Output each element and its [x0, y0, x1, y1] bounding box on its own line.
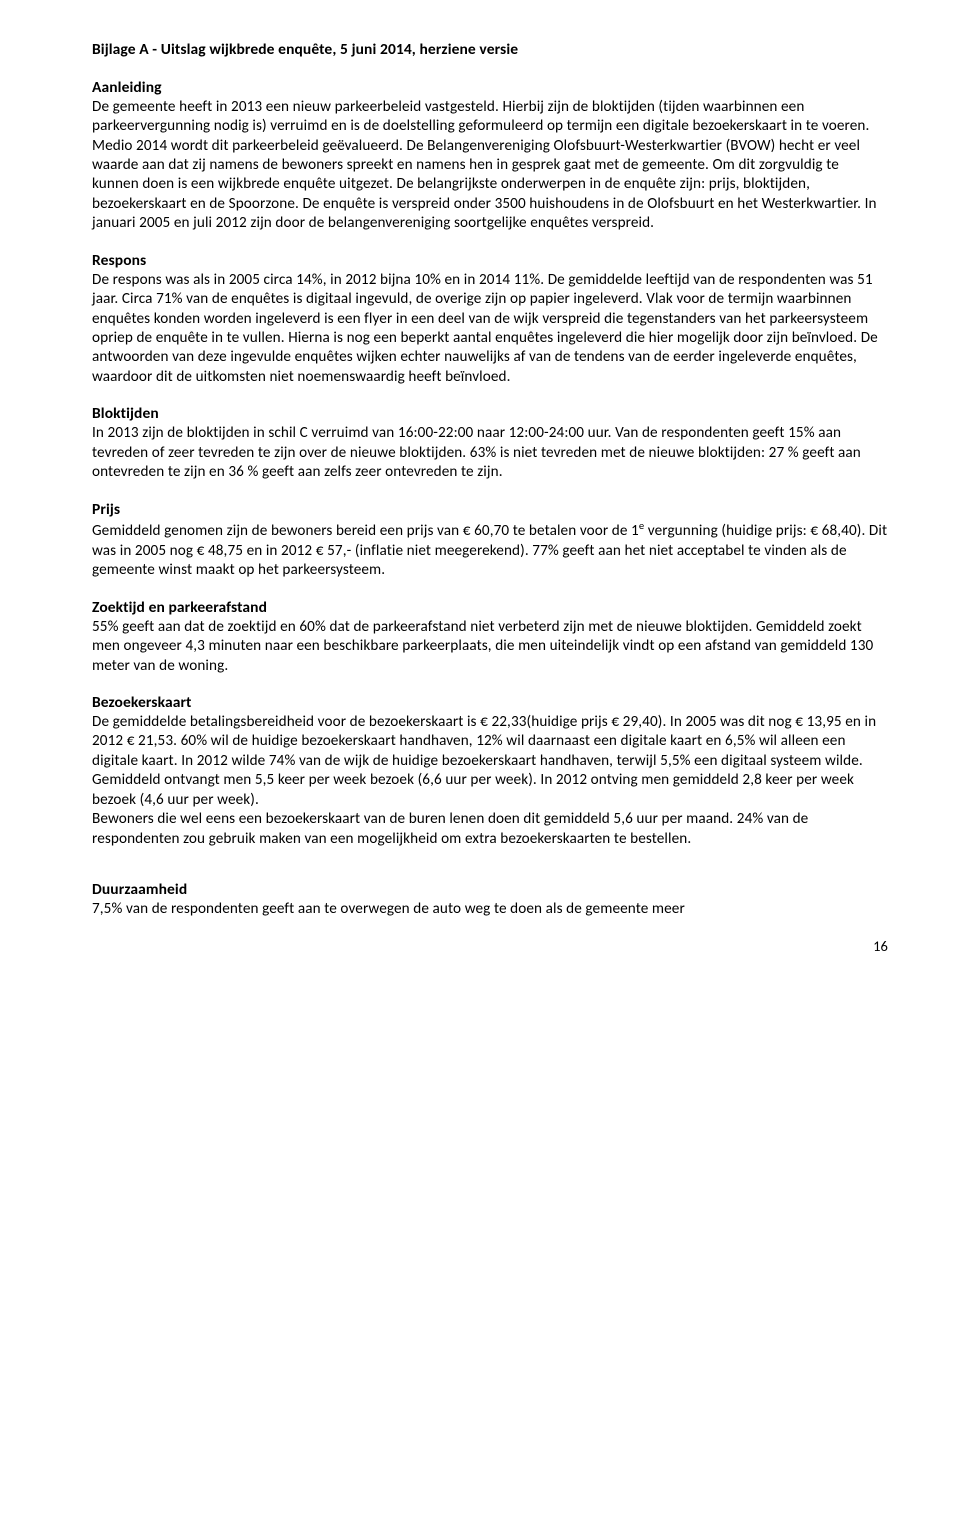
section-bezoekerskaart: Bezoekerskaart De gemiddelde betalingsbe… — [92, 693, 888, 849]
section-heading: Bezoekerskaart — [92, 693, 888, 713]
section-heading: Duurzaamheid — [92, 880, 888, 900]
section-duurzaamheid: Duurzaamheid 7,5% van de respondenten ge… — [92, 880, 888, 919]
section-heading: Bloktijden — [92, 404, 888, 424]
section-respons: Respons De respons was als in 2005 circa… — [92, 251, 888, 388]
section-body: De gemiddelde betalingsbereidheid voor d… — [92, 713, 888, 849]
section-heading: Zoektijd en parkeerafstand — [92, 598, 888, 618]
section-bloktijden: Bloktijden In 2013 zijn de bloktijden in… — [92, 404, 888, 482]
section-prijs: Prijs Gemiddeld genomen zijn de bewoners… — [92, 500, 888, 581]
section-heading: Aanleiding — [92, 78, 888, 98]
section-body: 7,5% van de respondenten geeft aan te ov… — [92, 900, 888, 919]
spacer — [92, 849, 888, 863]
section-body: In 2013 zijn de bloktijden in schil C ve… — [92, 424, 888, 482]
section-body: 55% geeft aan dat de zoektijd en 60% dat… — [92, 618, 888, 676]
document-title: Bijlage A - Uitslag wijkbrede enquête, 5… — [92, 40, 888, 60]
document-page: Bijlage A - Uitslag wijkbrede enquête, 5… — [0, 0, 960, 984]
section-heading: Prijs — [92, 500, 888, 520]
page-number: 16 — [92, 937, 888, 956]
section-aanleiding: Aanleiding De gemeente heeft in 2013 een… — [92, 78, 888, 234]
section-zoektijd: Zoektijd en parkeerafstand 55% geeft aan… — [92, 598, 888, 676]
section-body: De gemeente heeft in 2013 een nieuw park… — [92, 98, 888, 234]
section-body: Gemiddeld genomen zijn de bewoners berei… — [92, 519, 888, 580]
section-body: De respons was als in 2005 circa 14%, in… — [92, 271, 888, 388]
section-heading: Respons — [92, 251, 888, 271]
